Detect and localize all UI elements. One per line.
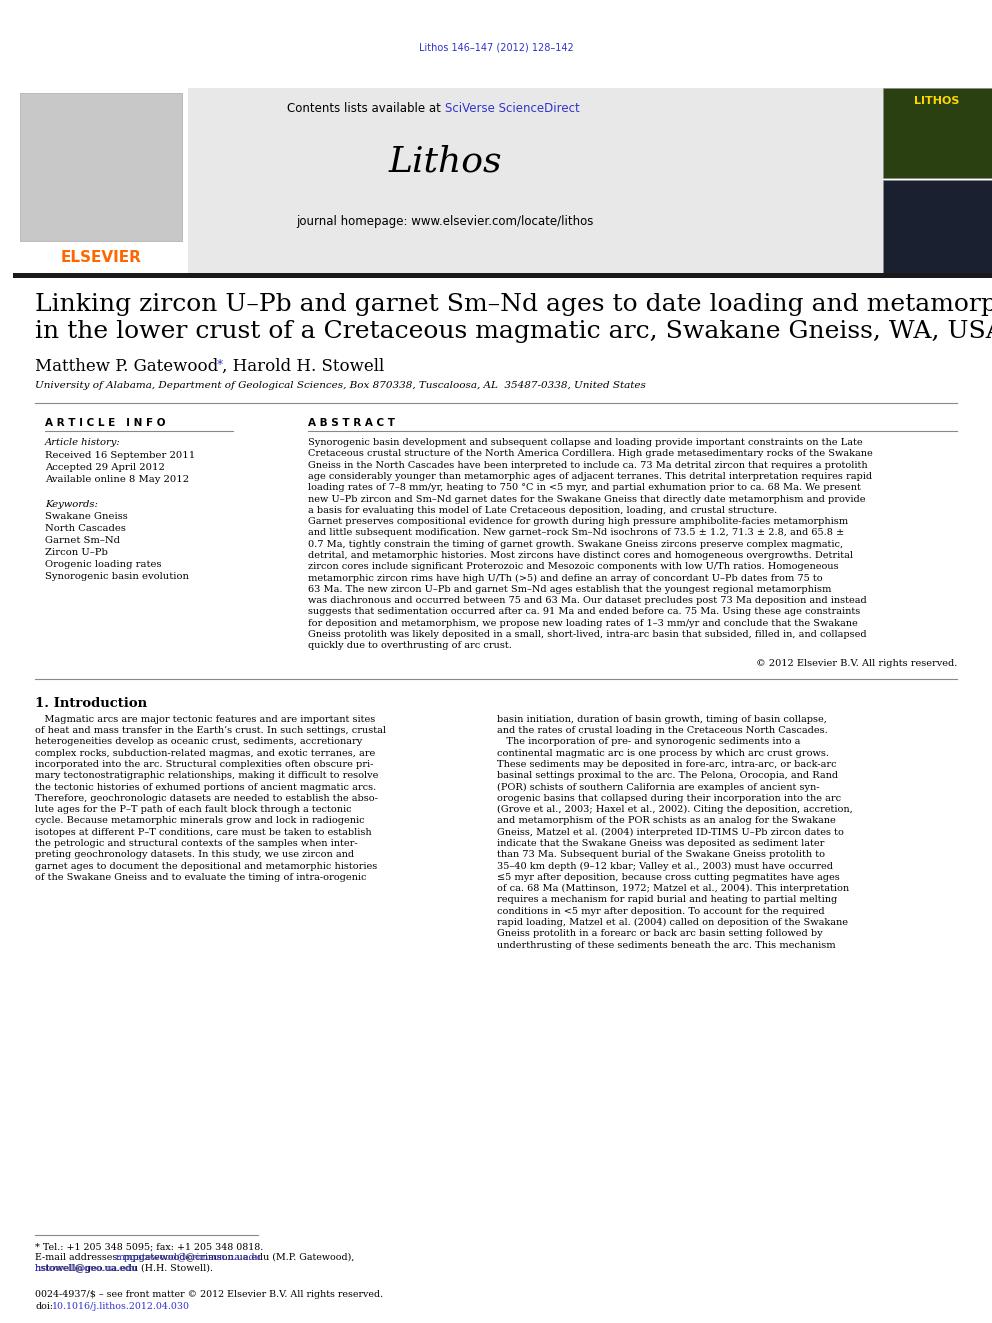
Text: Gneiss in the North Cascades have been interpreted to include ca. 73 Ma detrital: Gneiss in the North Cascades have been i… xyxy=(308,460,868,470)
Text: 0024-4937/$ – see front matter © 2012 Elsevier B.V. All rights reserved.: 0024-4937/$ – see front matter © 2012 El… xyxy=(35,1290,383,1299)
Text: zircon cores include significant Proterozoic and Mesozoic components with low U/: zircon cores include significant Protero… xyxy=(308,562,838,572)
Text: Lithos 146–147 (2012) 128–142: Lithos 146–147 (2012) 128–142 xyxy=(419,42,573,52)
Text: hstowell@geo.ua.edu: hstowell@geo.ua.edu xyxy=(35,1263,138,1273)
Bar xyxy=(20,93,182,241)
Text: age considerably younger than metamorphic ages of adjacent terranes. This detrit: age considerably younger than metamorphi… xyxy=(308,472,872,480)
Text: 35–40 km depth (9–12 kbar; Valley et al., 2003) must have occurred: 35–40 km depth (9–12 kbar; Valley et al.… xyxy=(497,861,833,871)
Text: journal homepage: www.elsevier.com/locate/lithos: journal homepage: www.elsevier.com/locat… xyxy=(297,216,593,228)
Text: Available online 8 May 2012: Available online 8 May 2012 xyxy=(45,475,189,484)
Text: than 73 Ma. Subsequent burial of the Swakane Gneiss protolith to: than 73 Ma. Subsequent burial of the Swa… xyxy=(497,851,825,860)
Text: detrital, and metamorphic histories. Most zircons have distinct cores and homoge: detrital, and metamorphic histories. Mos… xyxy=(308,550,853,560)
Text: ≤5 myr after deposition, because cross cutting pegmatites have ages: ≤5 myr after deposition, because cross c… xyxy=(497,873,840,882)
Text: quickly due to overthrusting of arc crust.: quickly due to overthrusting of arc crus… xyxy=(308,642,512,651)
Text: Magmatic arcs are major tectonic features and are important sites: Magmatic arcs are major tectonic feature… xyxy=(35,714,375,724)
Text: basin initiation, duration of basin growth, timing of basin collapse,: basin initiation, duration of basin grow… xyxy=(497,714,827,724)
Text: basinal settings proximal to the arc. The Pelona, Orocopia, and Rand: basinal settings proximal to the arc. Th… xyxy=(497,771,838,781)
Text: indicate that the Swakane Gneiss was deposited as sediment later: indicate that the Swakane Gneiss was dep… xyxy=(497,839,824,848)
Text: Zircon U–Pb: Zircon U–Pb xyxy=(45,548,108,557)
Text: Garnet Sm–Nd: Garnet Sm–Nd xyxy=(45,536,120,545)
Text: and the rates of crustal loading in the Cretaceous North Cascades.: and the rates of crustal loading in the … xyxy=(497,726,827,736)
Text: and metamorphism of the POR schists as an analog for the Swakane: and metamorphism of the POR schists as a… xyxy=(497,816,835,826)
Text: incorporated into the arc. Structural complexities often obscure pri-: incorporated into the arc. Structural co… xyxy=(35,759,373,769)
Text: (POR) schists of southern California are examples of ancient syn-: (POR) schists of southern California are… xyxy=(497,782,819,791)
Text: ELSEVIER: ELSEVIER xyxy=(61,250,142,265)
Text: hstowell@geo.ua.edu (H.H. Stowell).: hstowell@geo.ua.edu (H.H. Stowell). xyxy=(35,1263,213,1273)
Text: Received 16 September 2011: Received 16 September 2011 xyxy=(45,451,195,460)
Text: metamorphic zircon rims have high U/Th (>5) and define an array of concordant U–: metamorphic zircon rims have high U/Th (… xyxy=(308,574,822,582)
Text: (Grove et al., 2003; Haxel et al., 2002). Citing the deposition, accretion,: (Grove et al., 2003; Haxel et al., 2002)… xyxy=(497,806,853,814)
Text: of ca. 68 Ma (Mattinson, 1972; Matzel et al., 2004). This interpretation: of ca. 68 Ma (Mattinson, 1972; Matzel et… xyxy=(497,884,849,893)
Text: Gneiss, Matzel et al. (2004) interpreted ID-TIMS U–Pb zircon dates to: Gneiss, Matzel et al. (2004) interpreted… xyxy=(497,828,844,837)
Text: underthrusting of these sediments beneath the arc. This mechanism: underthrusting of these sediments beneat… xyxy=(497,941,835,950)
Text: Matthew P. Gatewood: Matthew P. Gatewood xyxy=(35,359,218,374)
Text: Therefore, geochronologic datasets are needed to establish the abso-: Therefore, geochronologic datasets are n… xyxy=(35,794,378,803)
Text: Orogenic loading rates: Orogenic loading rates xyxy=(45,560,162,569)
Bar xyxy=(13,89,188,273)
Text: complex rocks, subduction-related magmas, and exotic terranes, are: complex rocks, subduction-related magmas… xyxy=(35,749,375,758)
Text: cycle. Because metamorphic minerals grow and lock in radiogenic: cycle. Because metamorphic minerals grow… xyxy=(35,816,365,826)
Text: orogenic basins that collapsed during their incorporation into the arc: orogenic basins that collapsed during th… xyxy=(497,794,841,803)
Text: preting geochronology datasets. In this study, we use zircon and: preting geochronology datasets. In this … xyxy=(35,851,354,860)
Text: 63 Ma. The new zircon U–Pb and garnet Sm–Nd ages establish that the youngest reg: 63 Ma. The new zircon U–Pb and garnet Sm… xyxy=(308,585,831,594)
Text: SciVerse ScienceDirect: SciVerse ScienceDirect xyxy=(445,102,579,115)
Text: Gneiss protolith was likely deposited in a small, short-lived, intra-arc basin t: Gneiss protolith was likely deposited in… xyxy=(308,630,867,639)
Text: of the Swakane Gneiss and to evaluate the timing of intra-orogenic: of the Swakane Gneiss and to evaluate th… xyxy=(35,873,366,882)
Text: a basis for evaluating this model of Late Cretaceous deposition, loading, and cr: a basis for evaluating this model of Lat… xyxy=(308,505,778,515)
Text: new U–Pb zircon and Sm–Nd garnet dates for the Swakane Gneiss that directly date: new U–Pb zircon and Sm–Nd garnet dates f… xyxy=(308,495,865,504)
Text: The incorporation of pre- and synorogenic sediments into a: The incorporation of pre- and synorogeni… xyxy=(497,737,801,746)
Text: mpgatewood@crimson.ua.edu: mpgatewood@crimson.ua.edu xyxy=(116,1253,262,1262)
Text: Swakane Gneiss: Swakane Gneiss xyxy=(45,512,128,521)
Text: 1. Introduction: 1. Introduction xyxy=(35,697,147,709)
Text: 0.7 Ma, tightly constrain the timing of garnet growth. Swakane Gneiss zircons pr: 0.7 Ma, tightly constrain the timing of … xyxy=(308,540,843,549)
Text: the petrologic and structural contexts of the samples when inter-: the petrologic and structural contexts o… xyxy=(35,839,358,848)
Text: Lithos: Lithos xyxy=(388,146,502,179)
Text: Article history:: Article history: xyxy=(45,438,121,447)
Text: isotopes at different P–T conditions, care must be taken to establish: isotopes at different P–T conditions, ca… xyxy=(35,828,372,836)
Text: continental magmatic arc is one process by which arc crust grows.: continental magmatic arc is one process … xyxy=(497,749,829,758)
Text: loading rates of 7–8 mm/yr, heating to 750 °C in <5 myr, and partial exhumation : loading rates of 7–8 mm/yr, heating to 7… xyxy=(308,483,861,492)
Text: Gneiss protolith in a forearc or back arc basin setting followed by: Gneiss protolith in a forearc or back ar… xyxy=(497,929,822,938)
Text: heterogeneities develop as oceanic crust, sediments, accretionary: heterogeneities develop as oceanic crust… xyxy=(35,737,362,746)
Text: lute ages for the P–T path of each fault block through a tectonic: lute ages for the P–T path of each fault… xyxy=(35,806,351,814)
Text: the tectonic histories of exhumed portions of ancient magmatic arcs.: the tectonic histories of exhumed portio… xyxy=(35,782,376,791)
Text: mary tectonostratigraphic relationships, making it difficult to resolve: mary tectonostratigraphic relationships,… xyxy=(35,771,378,781)
Text: Linking zircon U–Pb and garnet Sm–Nd ages to date loading and metamorphism: Linking zircon U–Pb and garnet Sm–Nd age… xyxy=(35,292,992,316)
Text: rapid loading, Matzel et al. (2004) called on deposition of the Swakane: rapid loading, Matzel et al. (2004) call… xyxy=(497,918,848,927)
Text: Cretaceous crustal structure of the North America Cordillera. High grade metased: Cretaceous crustal structure of the Nort… xyxy=(308,450,873,458)
Text: and little subsequent modification. New garnet–rock Sm–Nd isochrons of 73.5 ± 1.: and little subsequent modification. New … xyxy=(308,528,844,537)
Text: garnet ages to document the depositional and metamorphic histories: garnet ages to document the depositional… xyxy=(35,861,377,871)
Text: *: * xyxy=(213,359,223,370)
Text: for deposition and metamorphism, we propose new loading rates of 1–3 mm/yr and c: for deposition and metamorphism, we prop… xyxy=(308,619,858,628)
Text: These sediments may be deposited in fore-arc, intra-arc, or back-arc: These sediments may be deposited in fore… xyxy=(497,759,836,769)
Text: requires a mechanism for rapid burial and heating to partial melting: requires a mechanism for rapid burial an… xyxy=(497,896,837,905)
Text: A B S T R A C T: A B S T R A C T xyxy=(308,418,395,429)
Text: , Harold H. Stowell: , Harold H. Stowell xyxy=(222,359,384,374)
Text: * Tel.: +1 205 348 5095; fax: +1 205 348 0818.: * Tel.: +1 205 348 5095; fax: +1 205 348… xyxy=(35,1242,263,1252)
Text: © 2012 Elsevier B.V. All rights reserved.: © 2012 Elsevier B.V. All rights reserved… xyxy=(756,659,957,668)
Text: of heat and mass transfer in the Earth’s crust. In such settings, crustal: of heat and mass transfer in the Earth’s… xyxy=(35,726,386,736)
Text: conditions in <5 myr after deposition. To account for the required: conditions in <5 myr after deposition. T… xyxy=(497,906,824,916)
Text: suggests that sedimentation occurred after ca. 91 Ma and ended before ca. 75 Ma.: suggests that sedimentation occurred aft… xyxy=(308,607,860,617)
Text: 10.1016/j.lithos.2012.04.030: 10.1016/j.lithos.2012.04.030 xyxy=(52,1302,190,1311)
Text: Garnet preserves compositional evidence for growth during high pressure amphibol: Garnet preserves compositional evidence … xyxy=(308,517,848,527)
Text: E-mail addresses: mpgatewood@crimson.ua.edu (M.P. Gatewood),: E-mail addresses: mpgatewood@crimson.ua.… xyxy=(35,1253,354,1262)
Bar xyxy=(13,273,992,278)
Bar xyxy=(883,180,992,273)
Text: Synorogenic basin development and subsequent collapse and loading provide import: Synorogenic basin development and subseq… xyxy=(308,438,863,447)
Text: Accepted 29 April 2012: Accepted 29 April 2012 xyxy=(45,463,165,472)
Text: A R T I C L E   I N F O: A R T I C L E I N F O xyxy=(45,418,166,429)
Bar xyxy=(883,89,992,179)
Bar xyxy=(13,89,883,273)
Text: LITHOS: LITHOS xyxy=(915,97,959,106)
Text: in the lower crust of a Cretaceous magmatic arc, Swakane Gneiss, WA, USA: in the lower crust of a Cretaceous magma… xyxy=(35,320,992,343)
Text: was diachronous and occurred between 75 and 63 Ma. Our dataset precludes post 73: was diachronous and occurred between 75 … xyxy=(308,597,867,605)
Text: Keywords:: Keywords: xyxy=(45,500,98,509)
Text: University of Alabama, Department of Geological Sciences, Box 870338, Tuscaloosa: University of Alabama, Department of Geo… xyxy=(35,381,646,390)
Text: Synorogenic basin evolution: Synorogenic basin evolution xyxy=(45,572,189,581)
Text: Contents lists available at: Contents lists available at xyxy=(288,102,445,115)
Text: North Cascades: North Cascades xyxy=(45,524,126,533)
Text: doi:: doi: xyxy=(35,1302,54,1311)
